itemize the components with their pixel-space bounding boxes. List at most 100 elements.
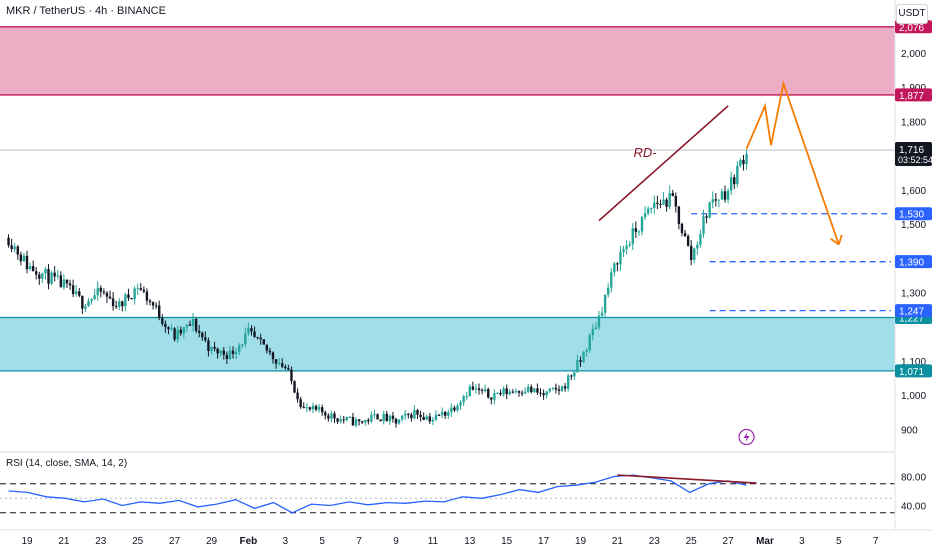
candle-body bbox=[579, 360, 582, 362]
time-tick-label: 7 bbox=[356, 536, 362, 547]
candle-body bbox=[41, 273, 44, 279]
candle-body bbox=[222, 350, 225, 355]
candle-body bbox=[397, 419, 401, 424]
price-tick-label: 1,800 bbox=[901, 117, 926, 128]
candle-body bbox=[311, 405, 315, 410]
candle-body bbox=[733, 177, 736, 185]
candle-body bbox=[567, 375, 570, 389]
candle-body bbox=[570, 375, 573, 377]
time-tick-label: 9 bbox=[393, 536, 399, 547]
candle-body bbox=[244, 333, 247, 345]
candle-body bbox=[625, 245, 628, 250]
candle-body bbox=[662, 199, 665, 205]
time-tick-label: 21 bbox=[58, 536, 70, 547]
candle-body bbox=[674, 195, 678, 207]
level-tag bbox=[895, 207, 932, 221]
candle-body bbox=[281, 363, 284, 367]
candle-body bbox=[502, 388, 505, 395]
candle-body bbox=[90, 299, 93, 301]
last-price-value: 1,716 bbox=[899, 145, 924, 156]
candle-body bbox=[124, 294, 127, 307]
candle-body bbox=[265, 344, 269, 351]
time-tick-label: 17 bbox=[538, 536, 550, 547]
candle-body bbox=[419, 414, 422, 418]
candle-body bbox=[560, 386, 564, 391]
candle-body bbox=[357, 419, 361, 422]
candle-body bbox=[413, 410, 416, 419]
chart-title: MKR / TetherUS · 4h · BINANCE bbox=[6, 5, 166, 17]
demand-bottom-tag bbox=[895, 364, 932, 378]
candle-body bbox=[708, 202, 711, 218]
candle-body bbox=[379, 419, 382, 422]
candle-body bbox=[410, 414, 413, 419]
candle-body bbox=[114, 306, 118, 308]
candle-body bbox=[170, 328, 173, 330]
candle-body bbox=[745, 153, 748, 165]
candle-body bbox=[520, 392, 524, 394]
candle-body bbox=[726, 190, 730, 200]
candle-body bbox=[173, 328, 176, 340]
candle-body bbox=[16, 246, 19, 255]
candle-body bbox=[210, 346, 213, 352]
candle-body bbox=[56, 275, 59, 277]
candle-body bbox=[514, 391, 518, 393]
candle-body bbox=[274, 359, 278, 364]
candle-body bbox=[321, 407, 324, 413]
candle-body bbox=[634, 228, 638, 232]
candle-body bbox=[151, 302, 155, 306]
candle-body bbox=[121, 301, 124, 307]
candle-body bbox=[234, 352, 238, 355]
candle-body bbox=[225, 354, 229, 360]
candle-body bbox=[81, 295, 84, 309]
candle-body bbox=[216, 348, 219, 354]
candle-body bbox=[483, 389, 487, 391]
candle-body bbox=[739, 159, 742, 166]
candle-body bbox=[102, 291, 106, 293]
projection-arrowhead bbox=[830, 238, 840, 246]
candle-body bbox=[130, 298, 133, 300]
candle-body bbox=[683, 233, 687, 237]
currency-button[interactable]: USDT bbox=[896, 4, 928, 24]
candle-body bbox=[597, 315, 601, 328]
candle-body bbox=[145, 291, 149, 301]
candle-body bbox=[499, 392, 502, 395]
candle-body bbox=[231, 350, 235, 355]
candle-body bbox=[536, 388, 539, 393]
candle-body bbox=[557, 389, 561, 391]
candle-body bbox=[686, 236, 690, 246]
candle-body bbox=[508, 391, 511, 395]
candle-body bbox=[111, 298, 115, 307]
divergence-label: RD- bbox=[634, 145, 658, 160]
candle-body bbox=[653, 202, 656, 208]
candle-body bbox=[404, 413, 407, 416]
candle-body bbox=[293, 381, 296, 393]
candle-body bbox=[444, 411, 447, 416]
candle-body bbox=[118, 301, 121, 307]
candle-body bbox=[53, 272, 56, 277]
time-tick-label: 13 bbox=[464, 536, 476, 547]
candle-body bbox=[711, 199, 714, 203]
time-tick-label: Feb bbox=[240, 536, 258, 547]
candle-body bbox=[391, 415, 395, 419]
candle-body bbox=[477, 388, 481, 391]
candle-body bbox=[65, 279, 69, 284]
candle-body bbox=[468, 386, 471, 397]
candle-body bbox=[668, 193, 671, 207]
candle-body bbox=[164, 323, 167, 328]
candle-body bbox=[643, 213, 647, 218]
candle-body bbox=[511, 391, 515, 393]
candle-body bbox=[585, 350, 588, 352]
candle-body bbox=[422, 417, 425, 420]
candle-body bbox=[188, 324, 192, 326]
candle-body bbox=[680, 223, 684, 234]
candle-body bbox=[44, 269, 47, 274]
time-tick-label: 23 bbox=[95, 536, 107, 547]
candle-body bbox=[296, 392, 299, 400]
time-tick-label: 29 bbox=[206, 536, 218, 547]
level-tag-label: 1,530 bbox=[899, 210, 924, 221]
candle-body bbox=[388, 415, 392, 422]
candle-body bbox=[465, 396, 468, 398]
candle-body bbox=[351, 416, 355, 426]
